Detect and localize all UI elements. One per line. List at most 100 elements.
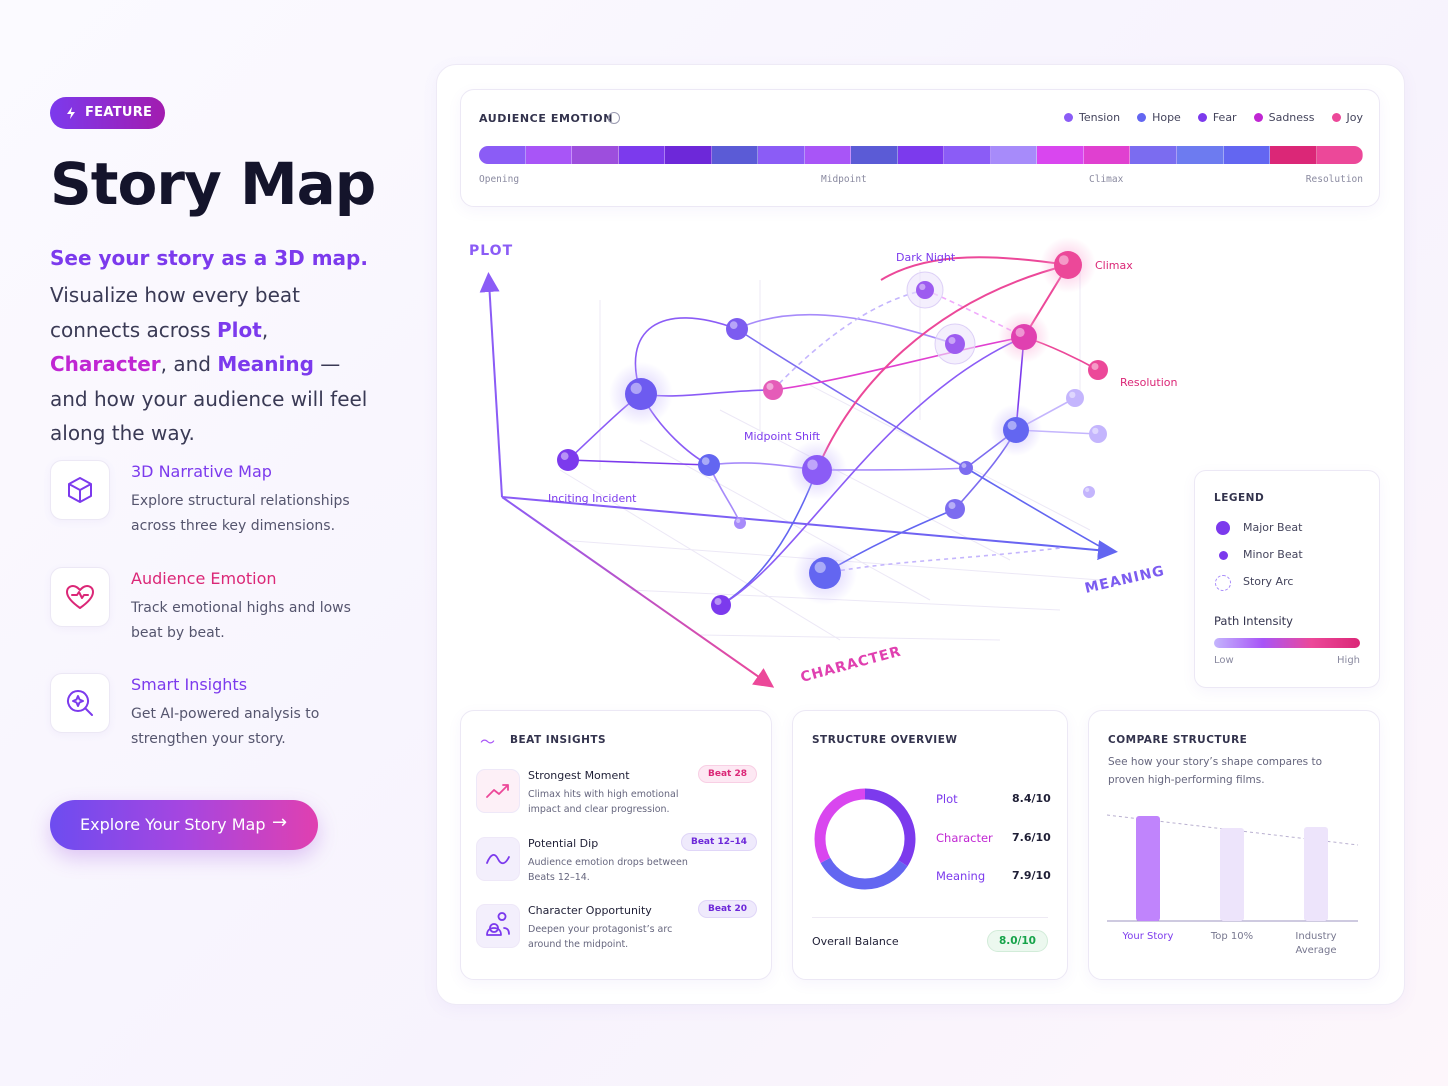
feature-text: Get AI-powered analysis to strengthen yo… bbox=[131, 706, 320, 747]
emotion-segment bbox=[665, 146, 712, 164]
legend-symbol bbox=[1218, 550, 1228, 560]
meaning-axis-label: MEANING bbox=[1083, 563, 1166, 597]
node-highlight bbox=[729, 321, 738, 329]
emotion-segment bbox=[572, 146, 619, 164]
legend-item: Story Arc bbox=[1243, 575, 1294, 588]
major-beat bbox=[1054, 251, 1082, 279]
icon-path bbox=[68, 477, 92, 503]
overall-score: 8.0/10 bbox=[986, 930, 1048, 952]
major-beat bbox=[1003, 417, 1029, 443]
story-nodes bbox=[557, 237, 1108, 615]
cta-button[interactable]: Explore Your Story Map → bbox=[50, 800, 318, 850]
minor-beat bbox=[916, 281, 934, 299]
intensity-title: Path Intensity bbox=[1214, 614, 1293, 628]
emotion-axis-label: Opening bbox=[479, 174, 520, 185]
legend-title: LEGEND bbox=[1214, 492, 1265, 504]
legend-dot bbox=[1197, 113, 1207, 122]
feature-title: 3D Narrative Map bbox=[131, 462, 272, 481]
emotion-legend-item: Sadness bbox=[1253, 111, 1315, 124]
compare-title: COMPARE STRUCTURE bbox=[1108, 734, 1248, 746]
minor-beat bbox=[1066, 389, 1084, 407]
info-icon bbox=[608, 112, 620, 124]
structure-title: STRUCTURE OVERVIEW bbox=[812, 734, 958, 746]
donut-segment bbox=[814, 788, 916, 890]
description-part: — and how your audience will feel along … bbox=[50, 352, 368, 446]
node-highlight bbox=[630, 382, 642, 394]
insight-icon-box bbox=[476, 837, 520, 881]
feature-icon bbox=[67, 690, 93, 716]
emotion-legend-item: Fear bbox=[1197, 111, 1237, 124]
legend-label: Joy bbox=[1346, 111, 1363, 124]
insight-tag: Beat 28 bbox=[698, 765, 757, 783]
legend-dot bbox=[1137, 113, 1147, 122]
x-tick-label: Top 10% bbox=[1210, 931, 1254, 942]
emotion-legend-item: Tension bbox=[1063, 111, 1120, 124]
emotion-segment bbox=[804, 146, 852, 164]
feature-icon-box bbox=[50, 673, 110, 733]
overall-label: Overall Balance bbox=[812, 935, 899, 948]
metric-score: 7.9/10 bbox=[1012, 869, 1051, 882]
emotion-segment bbox=[1083, 146, 1131, 164]
description-part: Plot bbox=[216, 317, 262, 342]
minor-beat bbox=[1089, 425, 1107, 443]
emotion-segment bbox=[1130, 146, 1177, 164]
character-axis-label: CHARACTER bbox=[799, 644, 903, 686]
donut bbox=[814, 788, 916, 890]
legend-symbol bbox=[1216, 521, 1230, 535]
axes bbox=[479, 272, 1118, 688]
node-highlight bbox=[961, 463, 967, 468]
minor-beat bbox=[1088, 360, 1108, 380]
minor-beat bbox=[557, 449, 579, 471]
node-label: Midpoint Shift bbox=[744, 430, 821, 443]
legend-dot bbox=[1331, 113, 1341, 122]
legend-label: Hope bbox=[1152, 111, 1181, 124]
insight-tag: Beat 12–14 bbox=[680, 833, 757, 851]
intensity-bar bbox=[1214, 638, 1360, 648]
donut-segment bbox=[814, 788, 916, 890]
minor-beat bbox=[1083, 486, 1095, 498]
feature-text: Track emotional highs and lows beat by b… bbox=[131, 599, 351, 641]
feature-badge: FEATURE bbox=[50, 97, 165, 129]
insight-title: Character Opportunity bbox=[528, 904, 652, 917]
emotion-segment bbox=[618, 146, 666, 164]
metric-score: 7.6/10 bbox=[1012, 830, 1051, 844]
emotion-segment bbox=[711, 146, 759, 164]
node-label: Resolution bbox=[1120, 376, 1178, 389]
emotion-segment bbox=[990, 146, 1038, 164]
description-part: Meaning bbox=[217, 352, 314, 377]
node-highlight bbox=[919, 283, 926, 290]
insight-text: Deepen your protagonist’s arc around the… bbox=[528, 924, 673, 950]
node-label: Inciting Incident bbox=[548, 492, 637, 505]
node-highlight bbox=[736, 518, 741, 524]
plot-axis-label: PLOT bbox=[469, 243, 513, 259]
emotion-segment bbox=[944, 146, 991, 164]
insight-title: Potential Dip bbox=[528, 837, 599, 850]
feature-icon-box bbox=[50, 566, 110, 627]
node-highlight bbox=[766, 383, 774, 390]
node-highlight bbox=[1091, 363, 1099, 370]
character-axis bbox=[501, 496, 775, 688]
x-tick-label: Your Story bbox=[1122, 931, 1174, 942]
node-highlight bbox=[948, 502, 956, 509]
node-highlight bbox=[560, 452, 569, 460]
metric-score: 8.4/10 bbox=[1012, 792, 1051, 805]
node-highlight bbox=[1085, 487, 1090, 492]
node-highlight bbox=[714, 598, 722, 605]
emotion-segment bbox=[479, 146, 526, 164]
emotion-legend-item: Joy bbox=[1331, 111, 1363, 124]
minor-beat bbox=[959, 461, 973, 475]
legend-item: Minor Beat bbox=[1243, 548, 1303, 561]
icon-path bbox=[486, 784, 509, 798]
icon-path bbox=[66, 584, 94, 609]
metric-name: Meaning bbox=[936, 869, 986, 883]
node-highlight bbox=[1069, 391, 1076, 398]
badge-icon bbox=[67, 107, 75, 119]
insights-title: BEAT INSIGHTS bbox=[510, 734, 607, 746]
icon-path bbox=[486, 912, 510, 936]
emotion-segment bbox=[1176, 146, 1224, 164]
description-part: Visualize how every beat connects across bbox=[50, 283, 301, 342]
emotion-legend: Tension Hope Fear Sadness Joy bbox=[1063, 111, 1363, 124]
insights-card: 〜 BEAT INSIGHTS Strongest Moment Climax hit… bbox=[460, 710, 772, 980]
node-highlight bbox=[1092, 427, 1099, 434]
emotion-axis-label: Resolution bbox=[1305, 174, 1363, 185]
